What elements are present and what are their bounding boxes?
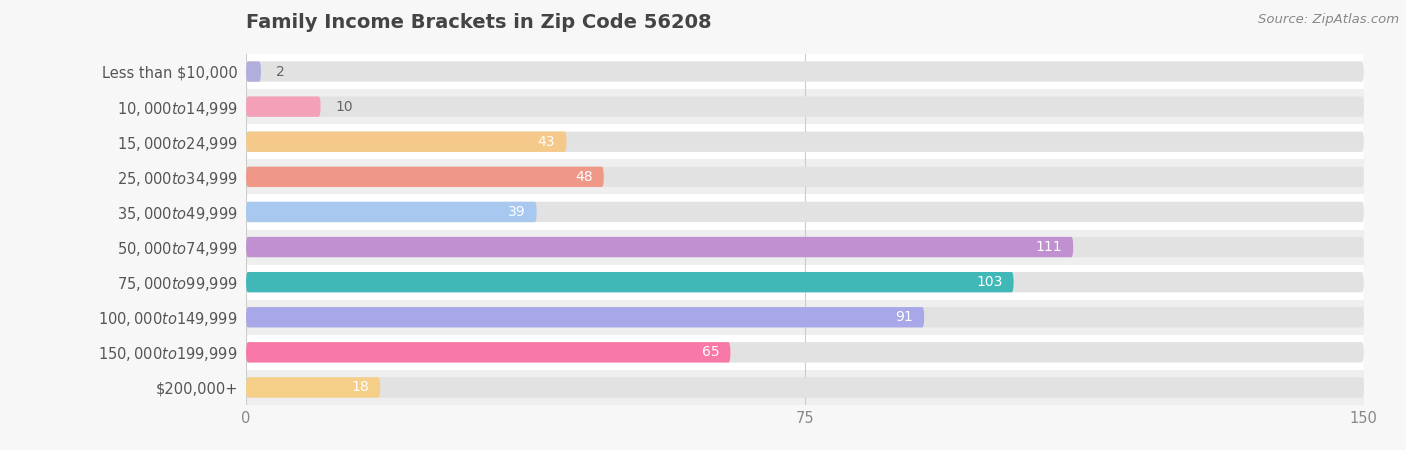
- FancyBboxPatch shape: [246, 272, 1014, 292]
- Text: Family Income Brackets in Zip Code 56208: Family Income Brackets in Zip Code 56208: [246, 13, 711, 32]
- FancyBboxPatch shape: [246, 307, 1364, 328]
- FancyBboxPatch shape: [246, 377, 380, 398]
- Bar: [246, 194, 1364, 230]
- FancyBboxPatch shape: [246, 61, 1364, 82]
- FancyBboxPatch shape: [246, 166, 1364, 187]
- Text: 2: 2: [276, 64, 284, 79]
- Text: 111: 111: [1035, 240, 1062, 254]
- FancyBboxPatch shape: [246, 131, 1364, 152]
- FancyBboxPatch shape: [246, 96, 1364, 117]
- FancyBboxPatch shape: [246, 202, 1364, 222]
- FancyBboxPatch shape: [246, 202, 537, 222]
- Bar: [246, 370, 1364, 405]
- Text: 48: 48: [575, 170, 592, 184]
- Bar: [246, 265, 1364, 300]
- Bar: [246, 300, 1364, 335]
- FancyBboxPatch shape: [246, 131, 567, 152]
- FancyBboxPatch shape: [246, 342, 731, 363]
- FancyBboxPatch shape: [246, 61, 262, 82]
- Bar: [246, 159, 1364, 194]
- Text: 91: 91: [896, 310, 912, 324]
- Bar: [246, 230, 1364, 265]
- Text: 65: 65: [702, 345, 720, 360]
- Text: 43: 43: [538, 135, 555, 149]
- FancyBboxPatch shape: [246, 342, 1364, 363]
- Text: 103: 103: [976, 275, 1002, 289]
- Text: 18: 18: [352, 380, 368, 395]
- Text: 10: 10: [336, 99, 353, 114]
- FancyBboxPatch shape: [246, 377, 1364, 398]
- Bar: [246, 54, 1364, 89]
- Bar: [246, 89, 1364, 124]
- FancyBboxPatch shape: [246, 237, 1364, 257]
- Bar: [246, 335, 1364, 370]
- Bar: [246, 124, 1364, 159]
- FancyBboxPatch shape: [246, 237, 1073, 257]
- FancyBboxPatch shape: [246, 307, 924, 328]
- FancyBboxPatch shape: [246, 166, 603, 187]
- Text: 39: 39: [508, 205, 526, 219]
- Text: Source: ZipAtlas.com: Source: ZipAtlas.com: [1258, 14, 1399, 27]
- FancyBboxPatch shape: [246, 96, 321, 117]
- FancyBboxPatch shape: [246, 272, 1364, 292]
